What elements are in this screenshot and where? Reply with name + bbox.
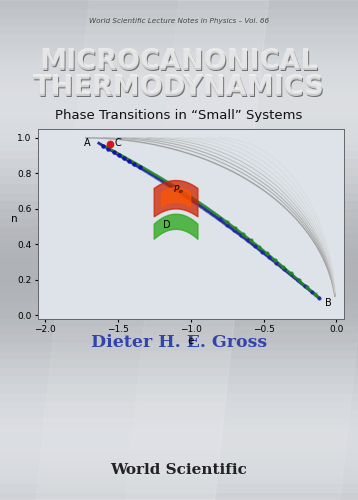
Point <box>281 264 286 272</box>
Polygon shape <box>154 214 198 240</box>
Text: MICROCANONICAL: MICROCANONICAL <box>41 51 319 77</box>
Text: MICROCANONICAL: MICROCANONICAL <box>40 50 318 76</box>
Point <box>100 142 106 150</box>
Point <box>280 262 286 270</box>
Point <box>316 294 322 302</box>
Point <box>224 220 230 228</box>
X-axis label: e: e <box>188 336 194 345</box>
Point <box>264 250 270 258</box>
Point <box>231 226 237 234</box>
Point <box>248 236 254 244</box>
Text: Phase Transitions in “Small” Systems: Phase Transitions in “Small” Systems <box>55 108 303 122</box>
Point <box>288 270 294 278</box>
Point <box>126 157 132 165</box>
Text: THERMODYNAMICS: THERMODYNAMICS <box>33 74 324 101</box>
Point <box>272 256 278 264</box>
Point <box>295 276 300 284</box>
Text: A: A <box>84 138 91 148</box>
Text: C: C <box>114 138 121 148</box>
Point <box>137 163 142 171</box>
Text: D: D <box>163 220 170 230</box>
Point <box>217 216 223 224</box>
Point <box>111 148 116 156</box>
Point <box>240 230 246 238</box>
Text: THERMODYNAMICS: THERMODYNAMICS <box>34 77 326 103</box>
Point <box>106 144 111 152</box>
Polygon shape <box>154 180 198 217</box>
Point <box>245 236 251 244</box>
Point <box>252 242 258 250</box>
Text: THERMODYNAMICS: THERMODYNAMICS <box>33 76 325 102</box>
Point <box>116 150 122 158</box>
Text: World Scientific Lecture Notes in Physics – Vol. 66: World Scientific Lecture Notes in Physic… <box>89 18 269 24</box>
Point <box>304 283 309 291</box>
Point <box>256 243 262 251</box>
Point <box>238 231 244 239</box>
Text: MICROCANONICAL: MICROCANONICAL <box>39 48 318 74</box>
Point <box>266 253 272 261</box>
Point <box>296 276 301 284</box>
Text: B: B <box>325 298 332 308</box>
Y-axis label: n: n <box>11 214 18 224</box>
Point <box>260 248 265 256</box>
Point <box>232 224 238 232</box>
Text: World Scientific: World Scientific <box>111 463 247 477</box>
Polygon shape <box>161 188 191 207</box>
Point <box>309 288 315 296</box>
Text: $P_e$: $P_e$ <box>173 183 184 196</box>
Point <box>224 218 230 226</box>
Point <box>288 270 294 278</box>
Point <box>302 282 308 290</box>
Text: Dieter H. E. Gross: Dieter H. E. Gross <box>91 334 267 351</box>
Point <box>121 154 127 162</box>
Point <box>131 160 137 168</box>
Point <box>312 290 318 298</box>
Point <box>274 259 279 267</box>
